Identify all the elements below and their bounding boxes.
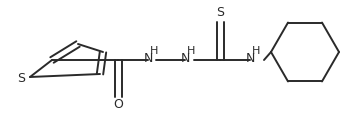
Text: S: S (216, 6, 224, 20)
Text: N: N (143, 51, 153, 65)
Text: O: O (113, 98, 123, 112)
Text: H: H (150, 46, 158, 56)
Text: S: S (17, 72, 25, 86)
Text: H: H (252, 46, 260, 56)
Text: H: H (187, 46, 195, 56)
Text: N: N (180, 51, 190, 65)
Text: N: N (245, 51, 255, 65)
